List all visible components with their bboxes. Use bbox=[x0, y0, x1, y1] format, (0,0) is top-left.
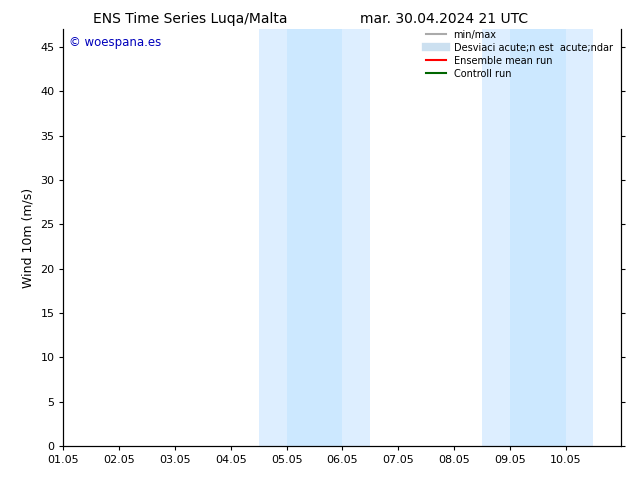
Y-axis label: Wind 10m (m/s): Wind 10m (m/s) bbox=[22, 188, 35, 288]
Bar bbox=[342, 29, 370, 446]
Legend: min/max, Desviaci acute;n est  acute;ndar, Ensemble mean run, Controll run: min/max, Desviaci acute;n est acute;ndar… bbox=[422, 26, 616, 82]
Bar bbox=[287, 29, 342, 446]
Text: © woespana.es: © woespana.es bbox=[69, 36, 161, 49]
Bar bbox=[482, 29, 510, 446]
Bar bbox=[510, 29, 566, 446]
Bar bbox=[566, 29, 593, 446]
Text: ENS Time Series Luqa/Malta: ENS Time Series Luqa/Malta bbox=[93, 12, 287, 26]
Text: mar. 30.04.2024 21 UTC: mar. 30.04.2024 21 UTC bbox=[359, 12, 528, 26]
Bar bbox=[259, 29, 287, 446]
